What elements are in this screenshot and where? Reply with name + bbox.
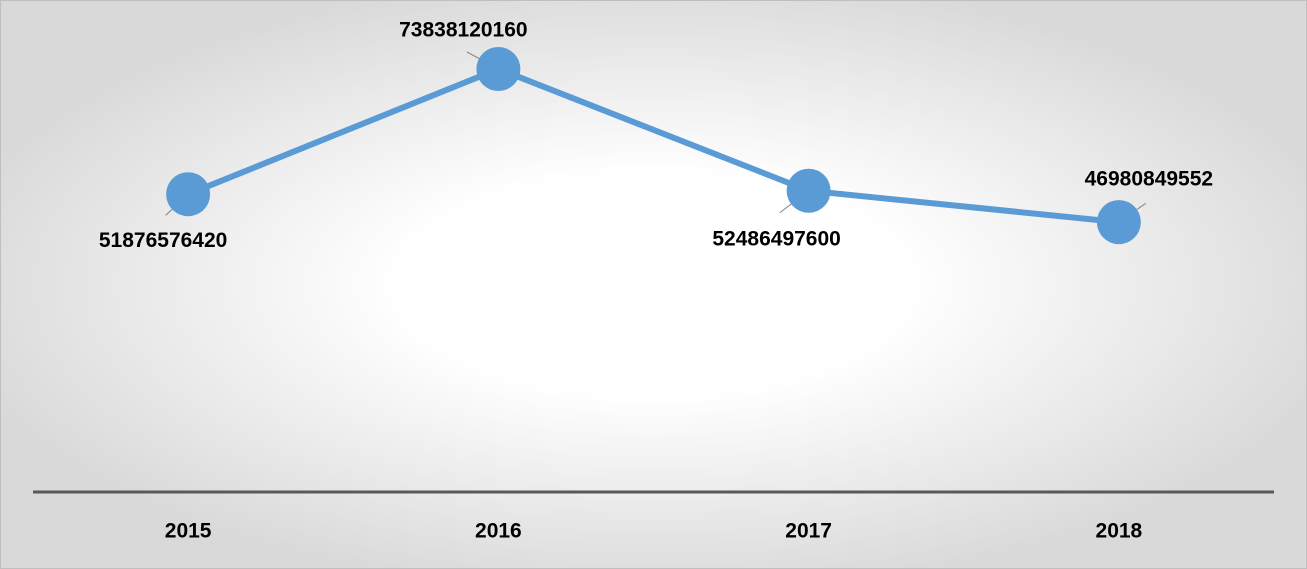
data-label: 51876576420 [99, 229, 227, 252]
data-label: 52486497600 [712, 227, 840, 250]
x-tick-label: 2015 [165, 520, 212, 543]
x-tick-label: 2017 [785, 520, 832, 543]
marker [1096, 200, 1141, 245]
x-tick-label: 2018 [1096, 520, 1143, 543]
marker [166, 172, 211, 217]
marker [476, 47, 521, 91]
data-label: 73838120160 [399, 19, 527, 42]
x-tick-label: 2016 [475, 520, 522, 543]
data-label: 46980849552 [1085, 168, 1213, 191]
marker [786, 168, 831, 213]
line [187, 65, 1120, 226]
